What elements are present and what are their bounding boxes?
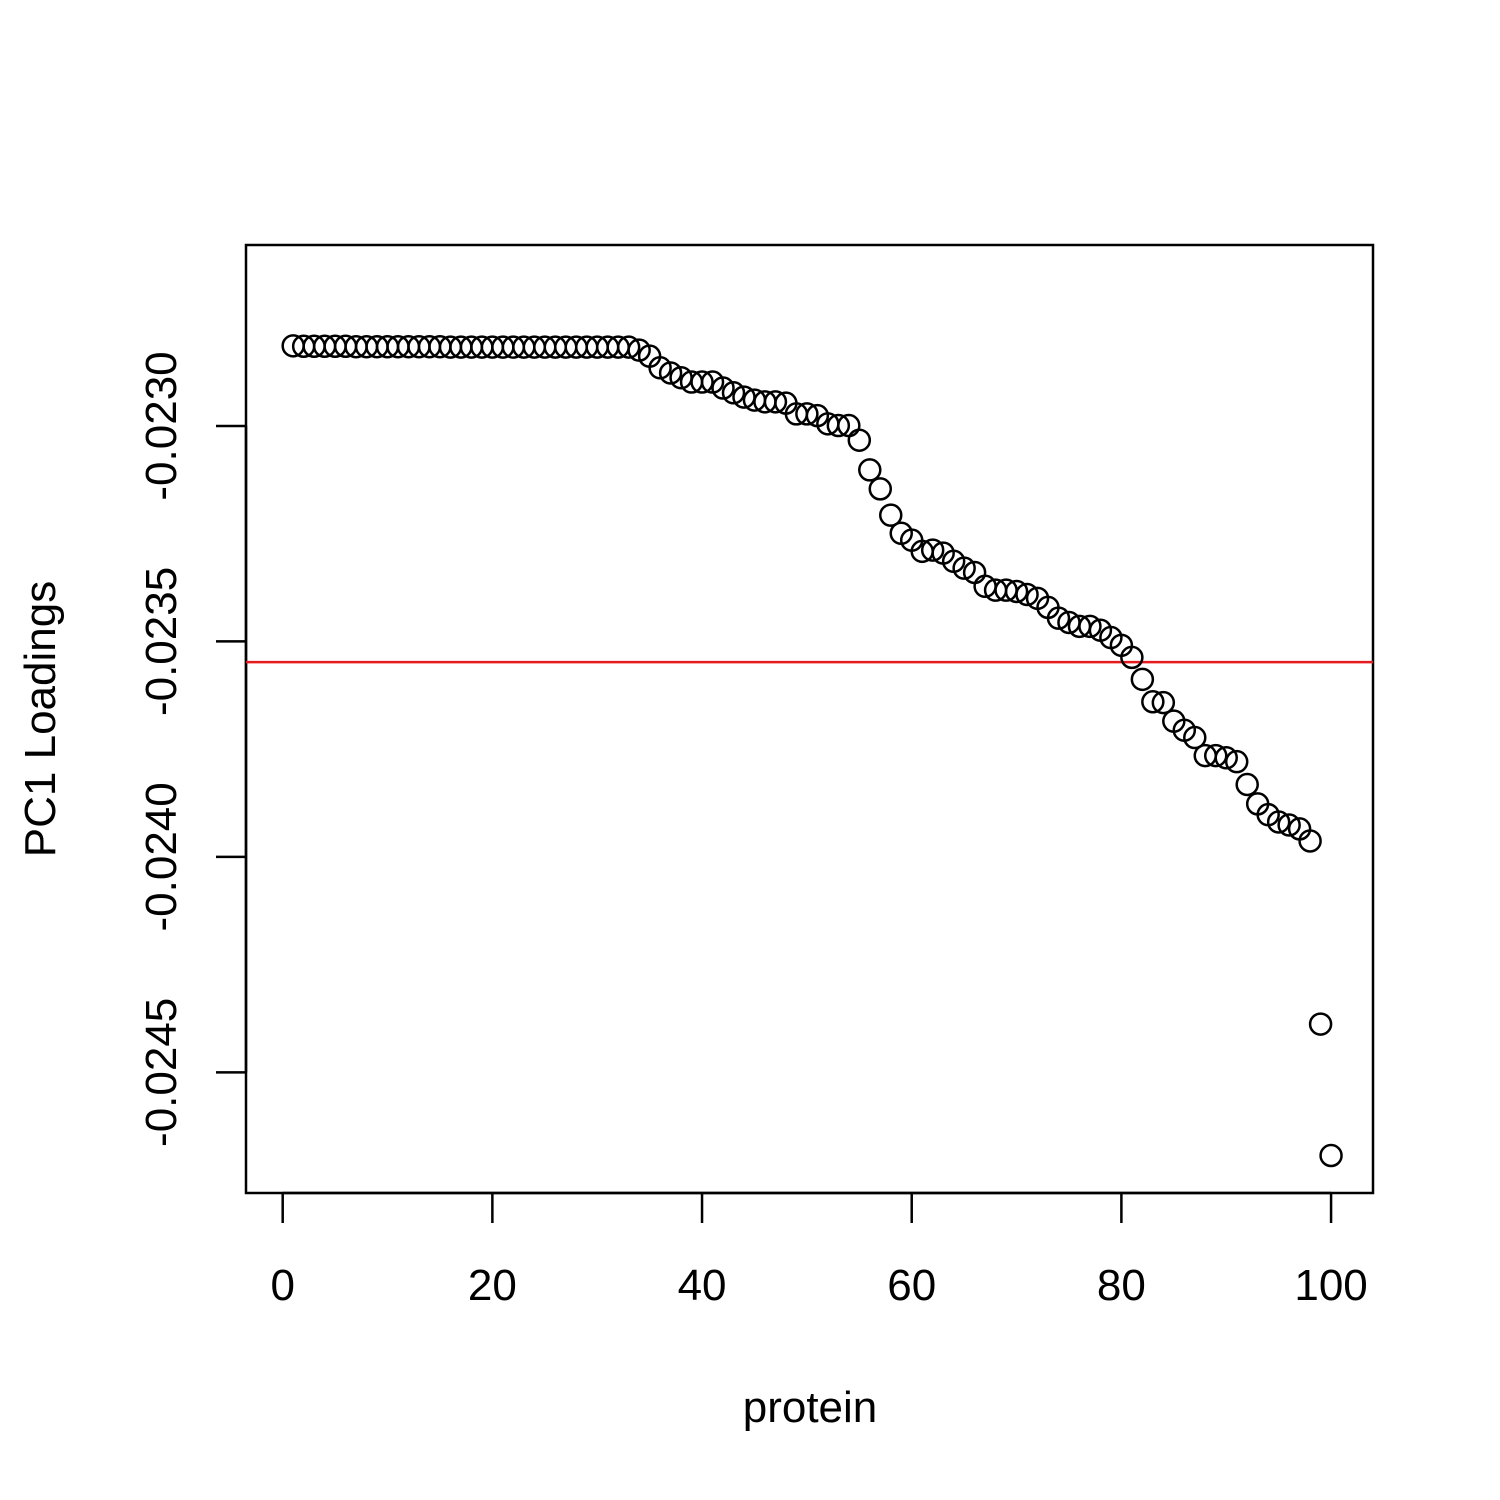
x-axis: 0 20 40 60 80 100 [270, 1191, 1368, 1310]
data-point [1235, 772, 1259, 797]
x-tick-label: 60 [887, 1261, 936, 1310]
data-point [1277, 813, 1301, 837]
data-point [1130, 667, 1155, 692]
data-point [616, 335, 641, 359]
data-point [1004, 579, 1029, 604]
x-tick-label: 20 [468, 1261, 517, 1310]
x-tick-label: 40 [678, 1261, 727, 1310]
data-point [952, 556, 976, 580]
y-axis-title: PC1 Loadings [16, 581, 65, 857]
data-point [1319, 1143, 1343, 1168]
data-point [763, 390, 788, 414]
data-point [1151, 690, 1176, 715]
data-point [1214, 746, 1238, 770]
data-point [878, 503, 903, 527]
plot-frame [244, 243, 1375, 1195]
x-tick-label: 100 [1294, 1261, 1367, 1310]
x-axis-title: protein [743, 1383, 878, 1432]
data-point [1046, 606, 1071, 630]
data-point [658, 361, 683, 385]
y-tick-label: -0.0230 [137, 351, 186, 500]
data-point [1183, 725, 1207, 750]
data-point [1224, 749, 1249, 774]
data-point [847, 428, 872, 452]
data-point [826, 413, 851, 438]
data-point [1266, 810, 1291, 834]
data-point [858, 458, 882, 482]
data-point [920, 538, 945, 562]
data-point [721, 381, 746, 405]
y-tick-label: -0.0245 [137, 998, 186, 1147]
y-tick-label: -0.0240 [137, 782, 186, 931]
data-point [1298, 829, 1322, 853]
data-point [868, 477, 893, 501]
data-point [711, 376, 735, 400]
data-point [690, 370, 714, 394]
data-points [281, 334, 1343, 1168]
data-point [1141, 690, 1165, 714]
data-point [1078, 614, 1102, 639]
data-point [1203, 743, 1228, 768]
data-point [1308, 1012, 1333, 1036]
data-point [795, 402, 819, 426]
x-tick-label: 0 [270, 1261, 294, 1310]
data-point [1120, 645, 1144, 670]
y-tick-label: -0.0235 [137, 567, 186, 716]
data-point [648, 356, 672, 380]
data-point [1015, 582, 1039, 607]
y-axis: -0.0230 -0.0235 -0.0240 -0.0245 [137, 351, 248, 1147]
x-tick-label: 80 [1097, 1261, 1146, 1310]
